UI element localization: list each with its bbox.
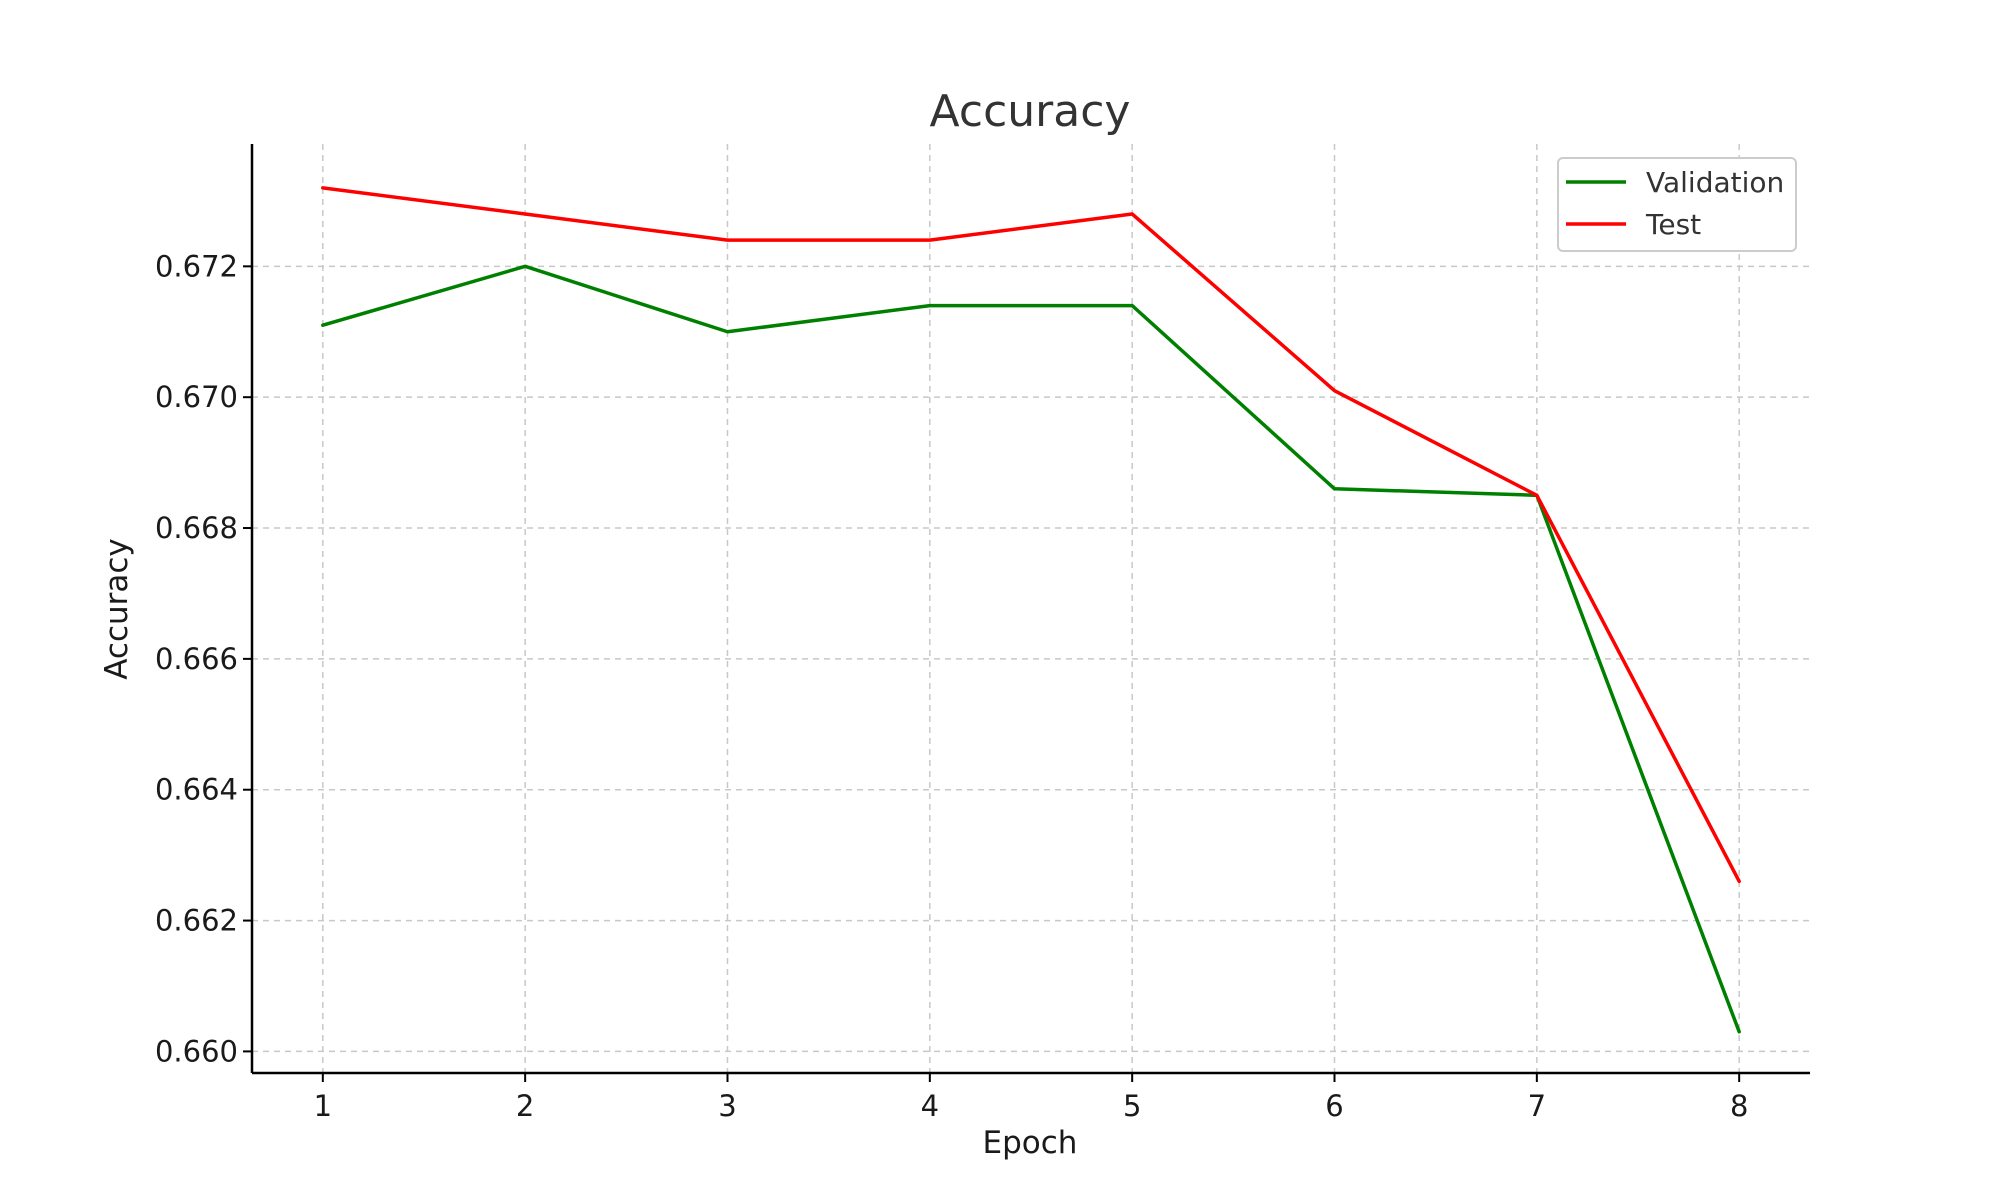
- legend-label-test: Test: [1645, 208, 1701, 241]
- y-tick-label: 0.672: [155, 249, 238, 283]
- y-tick-label: 0.670: [155, 380, 238, 414]
- y-tick-label: 0.662: [155, 904, 238, 938]
- y-tick-label: 0.668: [155, 511, 238, 545]
- series-line-test: [321, 186, 1741, 884]
- y-axis-label: Accuracy: [99, 538, 135, 680]
- x-tick-label: 8: [1730, 1089, 1748, 1123]
- x-tick-label: 2: [516, 1089, 534, 1123]
- y-tick-label: 0.660: [155, 1034, 238, 1068]
- series-line-validation: [321, 264, 1741, 1034]
- x-tick-label: 5: [1123, 1089, 1141, 1123]
- x-tick-label: 4: [921, 1089, 939, 1123]
- x-axis-label: Epoch: [983, 1125, 1078, 1161]
- chart-title: Accuracy: [930, 86, 1131, 137]
- x-tick-label: 6: [1325, 1089, 1343, 1123]
- y-tick-label: 0.666: [155, 642, 238, 676]
- grid-lines: [252, 144, 1810, 1073]
- x-tick-label: 1: [314, 1089, 332, 1123]
- x-axis-ticks: 1 2 3 4 5 6 7 8: [314, 1073, 1748, 1123]
- y-axis-ticks: 0.660 0.662 0.664 0.666 0.668 0.670 0.672: [155, 249, 252, 1068]
- x-tick-label: 3: [718, 1089, 736, 1123]
- legend: Validation Test: [1557, 157, 1797, 252]
- legend-label-validation: Validation: [1646, 166, 1784, 199]
- series-lines: [321, 186, 1741, 1034]
- x-tick-label: 7: [1528, 1089, 1546, 1123]
- y-tick-label: 0.664: [155, 773, 238, 807]
